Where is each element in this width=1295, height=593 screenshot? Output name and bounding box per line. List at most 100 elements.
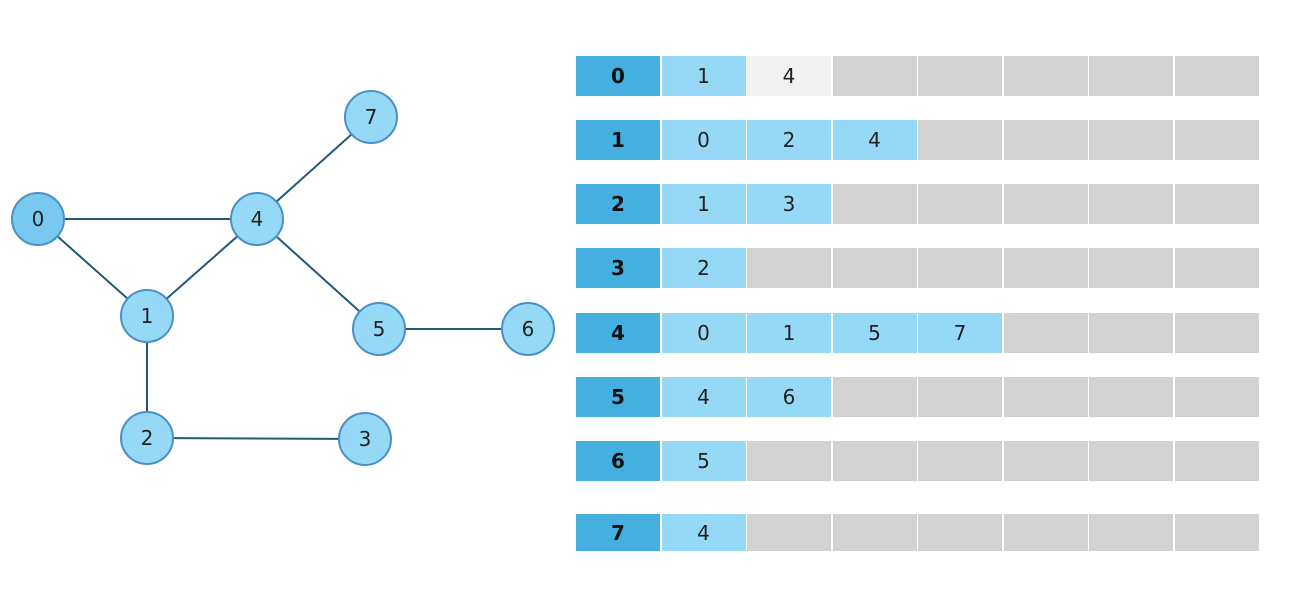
empty-cell	[832, 184, 917, 224]
neighbor-cell: 4	[832, 120, 917, 160]
node-circle	[11, 192, 65, 246]
neighbor-cell: 1	[661, 184, 746, 224]
neighbor-cell: 0	[661, 120, 746, 160]
empty-cell	[1089, 313, 1173, 353]
empty-cell	[832, 248, 917, 288]
empty-cell	[918, 120, 1002, 160]
node-circle	[344, 90, 398, 144]
empty-cell	[747, 441, 831, 481]
empty-cell	[1003, 313, 1088, 353]
empty-cell	[1003, 248, 1088, 288]
neighbor-cell: 0	[661, 313, 746, 353]
empty-cell	[1174, 514, 1259, 551]
neighbor-cell: 4	[661, 377, 746, 417]
empty-cell	[1174, 313, 1259, 353]
empty-cell	[1003, 514, 1088, 551]
edge-2-3	[146, 437, 366, 440]
empty-cell	[1174, 120, 1259, 160]
neighbor-cell: 3	[747, 184, 831, 224]
neighbor-cell: 5	[661, 441, 746, 481]
empty-cell	[1003, 56, 1088, 96]
graph-nodes: 0 1 2 3 4 5 6 7	[11, 90, 555, 466]
vertex-cell: 7	[576, 514, 660, 551]
vertex-cell: 1	[576, 120, 660, 160]
neighbor-cell: 1	[747, 313, 831, 353]
empty-cell	[1003, 120, 1088, 160]
vertex-cell: 0	[576, 56, 660, 96]
node-label: 7	[365, 105, 378, 129]
node-5: 5	[352, 302, 406, 356]
node-label: 4	[251, 207, 264, 231]
neighbor-cell: 7	[918, 313, 1002, 353]
empty-cell	[1003, 441, 1088, 481]
empty-cell	[1089, 377, 1173, 417]
edge-4-5	[256, 218, 380, 330]
empty-cell	[832, 377, 917, 417]
empty-cell	[918, 377, 1002, 417]
node-6: 6	[501, 302, 555, 356]
vertex-cell: 5	[576, 377, 660, 417]
node-circle	[352, 302, 406, 356]
node-2: 2	[120, 411, 174, 465]
neighbor-cell: 2	[747, 120, 831, 160]
empty-cell	[747, 248, 831, 288]
empty-cell	[918, 248, 1002, 288]
empty-cell	[918, 441, 1002, 481]
node-7: 7	[344, 90, 398, 144]
empty-cell	[1003, 377, 1088, 417]
empty-cell	[918, 514, 1002, 551]
node-0: 0	[11, 192, 65, 246]
vertex-cell: 6	[576, 441, 660, 481]
node-3: 3	[338, 412, 392, 466]
node-circle	[120, 289, 174, 343]
empty-cell	[918, 56, 1002, 96]
node-label: 0	[32, 207, 45, 231]
empty-cell	[1174, 377, 1259, 417]
empty-cell	[747, 514, 831, 551]
node-circle	[501, 302, 555, 356]
empty-cell	[1174, 184, 1259, 224]
empty-cell	[918, 184, 1002, 224]
neighbor-cell: 4	[747, 56, 831, 96]
neighbor-cell: 2	[661, 248, 746, 288]
node-4: 4	[230, 192, 284, 246]
empty-cell	[1174, 441, 1259, 481]
node-label: 2	[141, 426, 154, 450]
neighbor-cell: 6	[747, 377, 831, 417]
node-circle	[338, 412, 392, 466]
neighbor-cell: 1	[661, 56, 746, 96]
empty-cell	[1089, 184, 1173, 224]
vertex-cell: 3	[576, 248, 660, 288]
empty-cell	[832, 514, 917, 551]
node-label: 6	[522, 317, 535, 341]
neighbor-cell: 5	[832, 313, 917, 353]
node-1: 1	[120, 289, 174, 343]
graph-diagram: 0 1 2 3 4 5 6 7	[11, 90, 555, 466]
node-label: 5	[373, 317, 386, 341]
node-label: 3	[359, 427, 372, 451]
vertex-cell: 2	[576, 184, 660, 224]
empty-cell	[1174, 56, 1259, 96]
empty-cell	[1089, 56, 1173, 96]
graph-edges	[37, 116, 528, 440]
empty-cell	[1089, 441, 1173, 481]
empty-cell	[832, 441, 917, 481]
empty-cell	[1089, 120, 1173, 160]
empty-cell	[1003, 184, 1088, 224]
empty-cell	[1174, 248, 1259, 288]
node-circle	[120, 411, 174, 465]
node-circle	[230, 192, 284, 246]
empty-cell	[1089, 514, 1173, 551]
neighbor-cell: 4	[661, 514, 746, 551]
vertex-cell: 4	[576, 313, 660, 353]
empty-cell	[1089, 248, 1173, 288]
node-label: 1	[141, 304, 154, 328]
empty-cell	[832, 56, 917, 96]
